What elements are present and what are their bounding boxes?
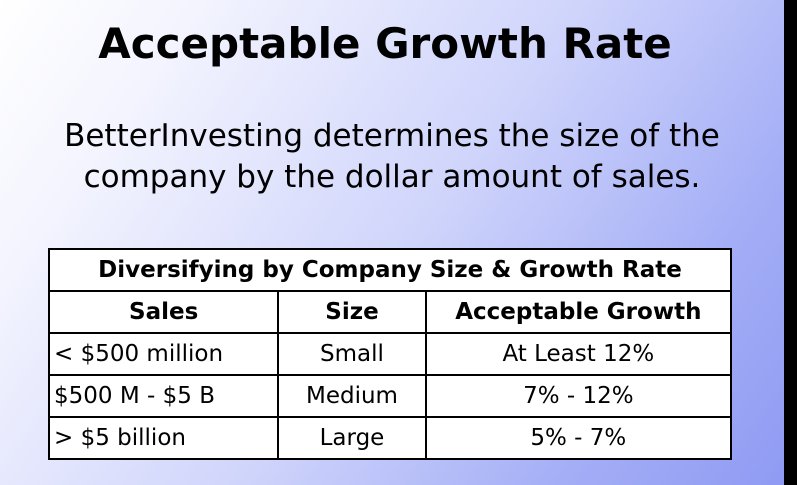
table-caption: Diversifying by Company Size & Growth Ra…: [48, 248, 732, 292]
body-line-1: BetterInvesting determines the size of t…: [64, 118, 720, 154]
slide-body-text: BetterInvesting determines the size of t…: [0, 116, 784, 198]
table-caption-row: Diversifying by Company Size & Growth Ra…: [48, 248, 732, 292]
table-header-row: Sales Size Acceptable Growth: [47, 290, 733, 334]
cell-sales: $500 M - $5 B: [47, 374, 280, 418]
cell-growth: 7% - 12%: [424, 374, 733, 418]
cell-growth: 5% - 7%: [424, 416, 733, 460]
table-row: $500 M - $5 B Medium 7% - 12%: [47, 374, 733, 418]
growth-rate-table: Diversifying by Company Size & Growth Ra…: [47, 248, 733, 460]
cell-sales: < $500 million: [47, 332, 280, 376]
header-sales: Sales: [47, 290, 280, 334]
window-edge: [784, 0, 797, 485]
cell-sales: > $5 billion: [47, 416, 280, 460]
header-size: Size: [277, 290, 427, 334]
body-line-2: company by the dollar amount of sales.: [83, 159, 701, 195]
cell-size: Large: [277, 416, 427, 460]
cell-size: Medium: [277, 374, 427, 418]
cell-size: Small: [277, 332, 427, 376]
slide-title: Acceptable Growth Rate: [98, 19, 672, 68]
table-row: < $500 million Small At Least 12%: [47, 332, 733, 376]
header-acceptable-growth: Acceptable Growth: [424, 290, 733, 334]
cell-growth: At Least 12%: [424, 332, 733, 376]
table-row: > $5 billion Large 5% - 7%: [47, 416, 733, 460]
